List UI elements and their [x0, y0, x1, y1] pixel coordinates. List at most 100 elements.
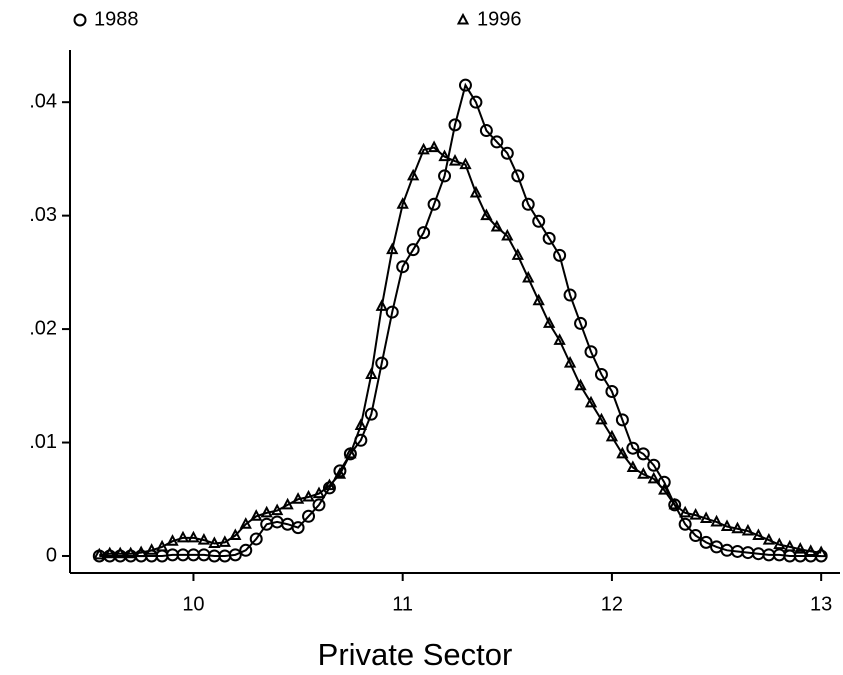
data-point — [679, 505, 692, 518]
data-point — [689, 529, 703, 543]
legend-label: 1988 — [94, 8, 139, 30]
data-point — [354, 418, 368, 431]
data-point — [689, 508, 702, 520]
data-point — [459, 157, 472, 170]
data-point — [396, 197, 409, 209]
data-point — [427, 197, 441, 211]
data-point — [584, 345, 598, 359]
series-line — [99, 146, 822, 556]
data-point — [365, 367, 378, 379]
data-point — [417, 142, 430, 155]
data-point — [752, 528, 765, 541]
legend-marker — [456, 12, 470, 25]
data-point — [637, 467, 650, 479]
x-tick-label: 11 — [392, 593, 413, 615]
data-point — [344, 446, 357, 459]
data-point — [594, 367, 608, 381]
data-point — [364, 407, 378, 421]
data-point — [501, 228, 514, 241]
data-point — [448, 154, 462, 166]
data-point — [228, 548, 242, 562]
data-point — [647, 471, 660, 484]
data-point — [187, 530, 200, 543]
data-point — [553, 333, 566, 345]
data-point — [323, 478, 336, 491]
data-point — [93, 547, 106, 560]
data-point — [563, 355, 577, 368]
data-point — [302, 509, 316, 523]
data-point — [553, 248, 567, 262]
data-point — [563, 288, 577, 302]
x-tick-label: 10 — [182, 593, 204, 615]
data-point — [375, 356, 389, 370]
data-point — [406, 168, 420, 181]
data-point — [615, 413, 629, 427]
data-point — [479, 124, 493, 138]
y-tick-label: .03 — [29, 204, 57, 226]
data-point — [720, 519, 734, 531]
data-point — [773, 537, 786, 550]
data-point — [815, 545, 828, 558]
data-point — [124, 546, 137, 559]
data-point — [333, 464, 347, 478]
data-point — [522, 270, 535, 283]
data-point — [636, 447, 650, 461]
y-tick-label: .04 — [29, 90, 57, 112]
data-point — [438, 169, 452, 183]
data-point — [616, 446, 629, 459]
data-point — [114, 546, 127, 559]
legend-marker — [73, 13, 87, 27]
data-point — [490, 219, 504, 232]
x-tick-label: 13 — [810, 593, 832, 615]
data-point — [386, 242, 399, 255]
x-axis-title: Private Sector — [318, 637, 513, 672]
data-point — [647, 458, 661, 472]
data-point — [584, 395, 598, 408]
data-point — [469, 95, 483, 109]
data-point — [480, 208, 493, 221]
data-point — [103, 546, 116, 559]
y-tick-label: 0 — [46, 544, 57, 566]
data-point — [626, 460, 640, 472]
data-point — [333, 467, 347, 479]
data-point — [239, 517, 252, 529]
y-tick-label: .01 — [29, 431, 57, 453]
data-point — [260, 505, 273, 518]
data-point — [427, 140, 441, 153]
data-point — [396, 260, 410, 274]
data-point — [145, 543, 158, 555]
data-point — [783, 539, 796, 552]
data-point — [574, 378, 587, 391]
data-point — [448, 118, 462, 132]
data-point — [166, 534, 179, 546]
data-point — [458, 78, 472, 92]
series-line — [99, 82, 822, 557]
data-point — [312, 486, 326, 499]
data-point — [804, 544, 817, 556]
data-point — [794, 542, 807, 554]
y-tick-label: .02 — [29, 317, 57, 339]
data-point — [521, 197, 535, 211]
data-point — [532, 293, 545, 306]
data-point — [542, 316, 556, 328]
data-point — [699, 535, 713, 549]
data-point — [605, 384, 619, 398]
data-point — [574, 316, 588, 330]
data-point — [532, 214, 546, 228]
data-point — [469, 185, 483, 198]
data-point — [208, 536, 221, 549]
data-point — [155, 539, 169, 552]
data-point — [385, 305, 399, 319]
data-point — [197, 532, 211, 545]
data-point — [741, 523, 755, 536]
data-point — [406, 243, 420, 257]
data-point — [500, 146, 514, 160]
data-point — [312, 498, 326, 512]
data-point — [595, 412, 608, 425]
data-point — [699, 511, 713, 524]
data-point — [511, 169, 525, 183]
data-point — [134, 545, 148, 558]
data-point — [250, 509, 263, 521]
data-point — [291, 521, 305, 535]
